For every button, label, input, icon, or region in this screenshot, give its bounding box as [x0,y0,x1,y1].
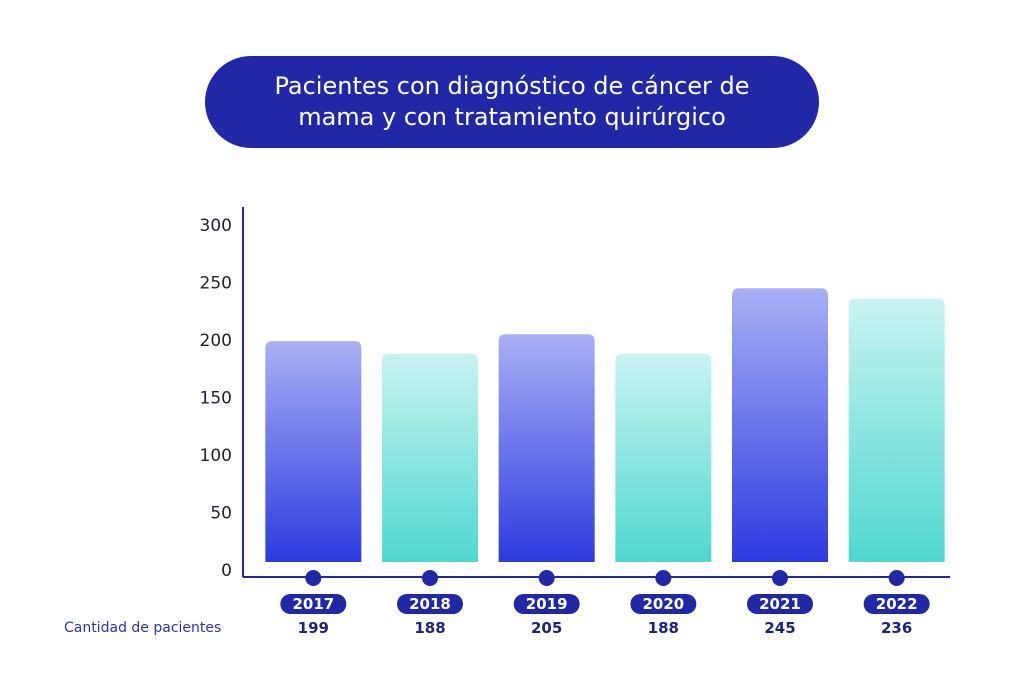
y-tick-label: 250 [200,274,232,294]
axis-marker-2019 [538,570,555,586]
bars [265,288,945,562]
y-tick-label: 150 [200,389,232,409]
year-pill-2021 [747,594,813,614]
y-tick-label: 200 [200,331,232,351]
bar-2019 [498,334,595,562]
axis-marker-2018 [422,570,438,586]
x-tick-label: 2018 [409,595,451,613]
x-tick-label: 2021 [759,595,801,613]
value-label-2022: 236 [881,619,912,637]
year-pill-2019 [513,594,580,614]
axis-marker-2020 [655,570,672,586]
year-pill-2018 [397,594,463,614]
value-label-2019: 205 [531,619,562,637]
y-axis-ticks: 0 50 100 150 200 250 300 [200,216,232,581]
axis-marker-2021 [772,570,788,586]
value-label-2017: 199 [298,619,329,637]
bar-2020 [615,353,712,562]
value-label-2020: 188 [648,619,679,637]
year-pill-2020 [630,594,697,614]
bar-2017 [265,341,362,562]
year-pills: 2017 2018 2019 2020 2021 2022 [280,594,930,614]
row-label: Cantidad de pacientes [64,620,222,636]
chart-title-pill: Pacientes con diagnóstico de cáncer de m… [205,56,819,148]
y-tick-label: 100 [200,446,232,466]
x-tick-label: 2017 [292,595,334,613]
year-pill-2022 [863,594,930,614]
bar-2022 [848,298,945,562]
y-tick-label: 50 [210,504,232,524]
axis-marker-2022 [888,570,905,586]
bar-2018 [382,353,478,562]
y-tick-label: 0 [221,561,232,581]
x-tick-label: 2022 [876,595,918,613]
x-tick-label: 2019 [526,595,568,613]
y-tick-label: 300 [200,216,232,236]
x-axis-markers [305,570,905,586]
year-pill-2017 [280,594,347,614]
value-label-2018: 188 [414,619,445,637]
chart-title: Pacientes con diagnóstico de cáncer de m… [274,72,750,131]
x-tick-label: 2020 [642,595,684,613]
axis-marker-2017 [305,570,322,586]
bar-2021 [732,288,828,562]
value-label-2021: 245 [764,619,795,637]
value-labels: 199 188 205 188 245 236 [298,619,913,637]
